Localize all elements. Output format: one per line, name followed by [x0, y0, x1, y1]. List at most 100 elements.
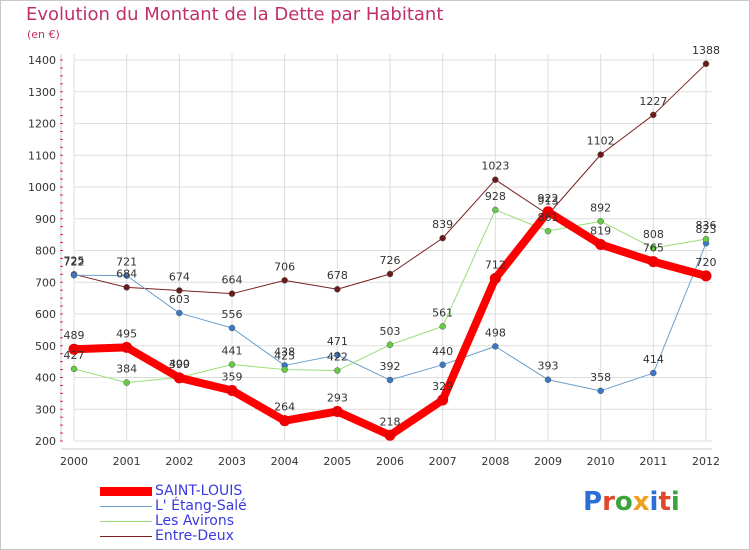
data-point	[228, 324, 236, 332]
data-point	[386, 376, 394, 384]
data-point	[439, 234, 446, 242]
data-label: 495	[116, 327, 137, 340]
y-tick-label: 800	[35, 245, 56, 258]
legend-label: Les Avirons	[155, 513, 235, 529]
data-point	[173, 372, 185, 384]
data-label: 1227	[639, 95, 667, 108]
x-tick-label: 2000	[60, 455, 88, 468]
data-point	[68, 343, 80, 355]
data-label: 722	[64, 255, 85, 268]
data-point	[439, 323, 446, 330]
data-point	[544, 376, 552, 383]
data-point	[123, 272, 130, 279]
data-label: 678	[327, 269, 348, 282]
data-point	[123, 379, 130, 386]
data-point	[281, 366, 288, 373]
y-tick-label: 700	[35, 276, 56, 289]
data-point	[386, 341, 394, 349]
x-tick-label: 2008	[481, 455, 509, 468]
data-label: 556	[222, 308, 243, 321]
y-tick-label: 1000	[28, 181, 56, 194]
data-point	[492, 176, 499, 183]
chart-subtitle: (en €)	[27, 28, 60, 41]
data-point	[121, 341, 133, 353]
x-tick-label: 2002	[165, 455, 193, 468]
data-label: 1023	[481, 160, 509, 173]
proxiti-logo: Proxiti	[583, 487, 680, 517]
data-point	[70, 365, 78, 373]
data-label: 861	[538, 211, 559, 224]
data-point	[437, 394, 449, 406]
data-label: 674	[169, 271, 190, 284]
data-point	[70, 272, 78, 279]
x-tick-label: 2003	[218, 455, 246, 468]
data-label: 438	[274, 345, 295, 358]
data-label: 664	[222, 274, 243, 287]
data-point	[386, 270, 394, 278]
x-tick-label: 2010	[587, 455, 615, 468]
data-label: 836	[696, 219, 717, 232]
data-point	[228, 290, 236, 297]
data-point	[281, 277, 288, 284]
data-label: 839	[432, 218, 453, 231]
x-tick-label: 2001	[113, 455, 141, 468]
data-point	[489, 272, 501, 284]
x-tick-label: 2011	[639, 455, 667, 468]
data-label: 441	[222, 344, 243, 357]
data-label: 1102	[587, 135, 615, 148]
data-point	[226, 385, 238, 397]
data-point	[334, 285, 341, 293]
x-tick-label: 2005	[323, 455, 351, 468]
axes	[60, 54, 712, 450]
legend-label: L' Étang-Salé	[155, 498, 247, 514]
data-label: 264	[274, 401, 295, 414]
data-point	[492, 206, 499, 214]
data-label: 358	[590, 371, 611, 384]
data-point	[544, 227, 552, 235]
y-tick-label: 900	[35, 213, 56, 226]
y-tick-label: 400	[35, 372, 56, 385]
data-point	[597, 151, 604, 158]
x-tick-label: 2006	[376, 455, 404, 468]
data-point	[176, 309, 183, 317]
data-label: 725	[64, 254, 85, 267]
legend-swatch	[100, 514, 152, 529]
data-label: 765	[643, 242, 664, 255]
y-tick-label: 1400	[28, 54, 56, 67]
x-axis-ticks: 2000 2001 2002 2003 2004 2005 2006 2007 2008 2009…	[60, 455, 720, 468]
data-point	[492, 343, 499, 350]
data-point	[279, 415, 291, 427]
y-tick-label: 300	[35, 403, 56, 416]
data-point	[702, 60, 710, 68]
data-point	[384, 429, 396, 441]
data-point	[650, 244, 657, 252]
data-label: 422	[327, 351, 348, 364]
data-label: 1388	[692, 44, 720, 57]
data-point	[331, 405, 343, 417]
x-tick-label: 2004	[271, 455, 299, 468]
data-labels: 725 684 674 664 706 678 726 839 1023 913 1102 1227 1…	[64, 44, 721, 428]
data-label: 471	[327, 335, 348, 348]
data-label: 329	[432, 380, 453, 393]
legend-swatch	[100, 499, 152, 514]
data-label: 928	[485, 190, 506, 203]
data-point	[228, 361, 236, 368]
data-point	[176, 287, 183, 294]
data-label: 819	[590, 224, 611, 237]
y-tick-label: 1100	[28, 149, 56, 162]
data-label: 384	[116, 363, 137, 376]
x-tick-label: 2007	[429, 455, 457, 468]
data-label: 726	[380, 254, 401, 267]
data-label: 359	[222, 371, 243, 384]
y-tick-label: 600	[35, 308, 56, 321]
data-point	[334, 367, 341, 374]
data-label: 808	[643, 228, 664, 241]
data-label: 922	[538, 192, 559, 205]
data-point	[650, 369, 657, 377]
data-label: 823	[696, 223, 717, 236]
legend-swatch	[100, 529, 152, 544]
data-label: 892	[590, 201, 611, 214]
data-point	[595, 238, 607, 250]
x-tick-label: 2009	[534, 455, 562, 468]
